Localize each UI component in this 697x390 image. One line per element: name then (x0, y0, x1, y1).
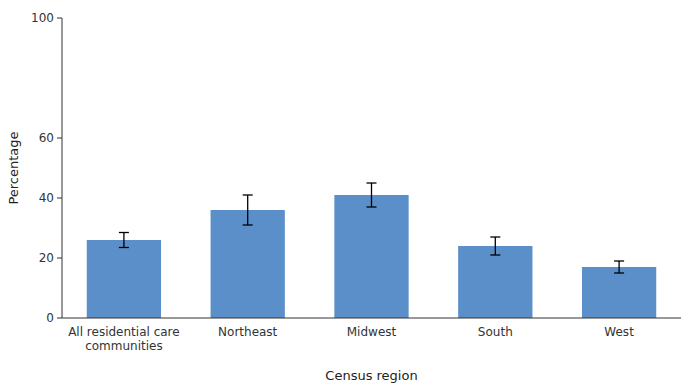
x-tick-label: West (604, 325, 634, 339)
x-tick-label: Northeast (218, 325, 278, 339)
error-bar-stem (247, 195, 248, 225)
x-tick-label-line: West (604, 325, 634, 339)
y-tick-label: 40 (39, 191, 54, 205)
y-tick-label: 0 (46, 311, 54, 325)
x-tick-label: Midwest (347, 325, 397, 339)
error-bar-cap (119, 232, 129, 233)
error-bar (243, 195, 253, 225)
error-bar-cap (490, 236, 500, 237)
y-tick-label: 20 (39, 251, 54, 265)
bar (458, 246, 532, 318)
error-bar-cap (490, 254, 500, 255)
x-tick-label-line: Northeast (218, 325, 278, 339)
error-bar (490, 237, 500, 255)
bar (211, 210, 285, 318)
error-bar (367, 183, 377, 207)
error-bar-cap (367, 206, 377, 207)
error-bar (614, 261, 624, 273)
error-bar-stem (618, 261, 619, 273)
y-axis: 0 20 40 60 100 (31, 11, 62, 325)
error-bar-stem (371, 183, 372, 207)
bar (582, 267, 656, 318)
y-tick (57, 318, 62, 319)
x-tick-label-line: South (478, 325, 513, 339)
x-tick-label-line: communities (85, 339, 163, 353)
error-bar-cap (367, 182, 377, 183)
x-tick-label-line: Midwest (347, 325, 397, 339)
y-tick-label: 100 (31, 11, 54, 25)
error-bar-cap (243, 194, 253, 195)
error-bar-cap (119, 247, 129, 248)
y-tick (57, 198, 62, 199)
error-bar-cap (243, 224, 253, 225)
y-axis-title: Percentage (6, 131, 21, 204)
y-tick (57, 18, 62, 19)
x-axis: All residential carecommunities Northeast… (68, 325, 634, 353)
chart-container: 0 20 40 60 100 All residential carecommunitie… (0, 0, 697, 390)
error-bar-stem (123, 233, 124, 248)
error-bar-cap (614, 260, 624, 261)
bar (334, 195, 408, 318)
error-bar-stem (495, 237, 496, 255)
error-bar (119, 233, 129, 248)
error-bar-cap (614, 272, 624, 273)
bar (87, 240, 161, 318)
x-axis-title: Census region (325, 368, 417, 383)
x-tick-label: All residential carecommunities (68, 325, 179, 353)
y-tick (57, 138, 62, 139)
plot-area (87, 183, 656, 318)
y-tick-label: 60 (39, 131, 54, 145)
x-tick-label-line: All residential care (68, 325, 179, 339)
x-tick-label: South (478, 325, 513, 339)
chart: 0 20 40 60 100 All residential carecommunitie… (0, 0, 697, 390)
x-axis-line (62, 318, 681, 319)
y-axis-line (62, 18, 63, 318)
y-tick (57, 258, 62, 259)
